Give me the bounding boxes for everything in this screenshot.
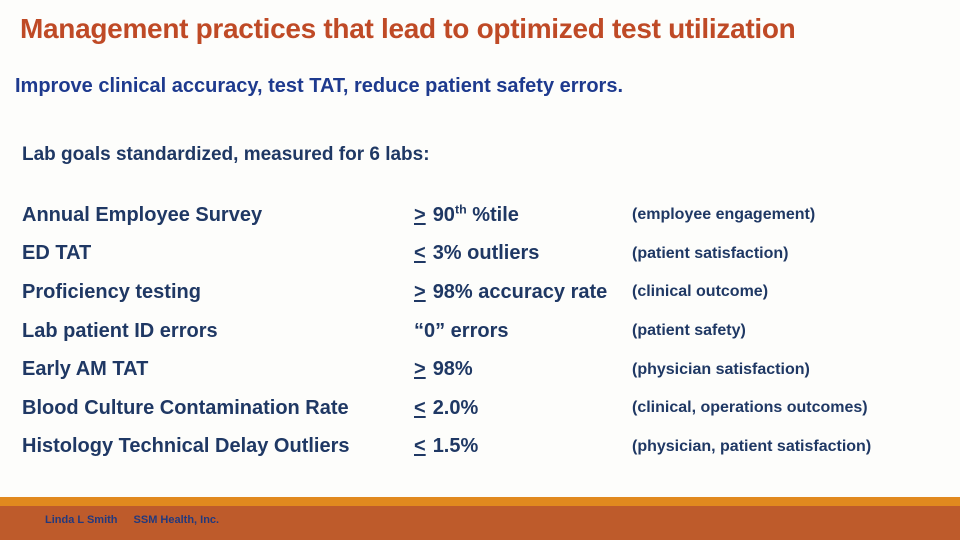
ordinal-suffix: th: [454, 202, 467, 217]
target-value: 98% accuracy rate: [432, 280, 608, 303]
footer-text: Linda L Smith SSM Health, Inc.: [45, 514, 960, 526]
goal-note: (employee engagement): [632, 206, 816, 224]
target-value: 1.5%: [432, 435, 479, 458]
target-value: 90: [432, 203, 455, 226]
slide-subtitle: Improve clinical accuracy, test TAT, red…: [15, 75, 624, 97]
goal-note: (patient safety): [632, 322, 746, 340]
goal-note: (patient satisfaction): [632, 244, 789, 262]
goal-target: >98%: [414, 358, 632, 381]
goal-target: <2.0%: [414, 397, 632, 420]
target-value: 98%: [432, 358, 473, 381]
target-value: 3% outliers: [432, 242, 540, 265]
footer-band: Linda L Smith SSM Health, Inc.: [0, 497, 960, 540]
footer-author: Linda L Smith: [45, 514, 118, 526]
comparator-symbol: <: [414, 242, 426, 265]
goal-target: <1.5%: [414, 435, 632, 458]
comparator-symbol: >: [414, 203, 426, 226]
goal-target: >98% accuracy rate: [414, 281, 632, 304]
goal-label: Blood Culture Contamination Rate: [22, 396, 349, 419]
goal-label: Annual Employee Survey: [22, 203, 263, 226]
goal-label: Lab patient ID errors: [22, 319, 218, 342]
target-value-suffix: %tile: [466, 203, 519, 226]
target-value: 2.0%: [432, 396, 479, 419]
comparator-symbol: <: [414, 435, 426, 458]
goal-target: >90th %tile: [414, 202, 632, 227]
target-value: “0” errors: [414, 319, 509, 342]
comparator-symbol: >: [414, 358, 426, 381]
goal-note: (physician satisfaction): [632, 360, 810, 378]
goal-label: Histology Technical Delay Outliers: [22, 435, 350, 458]
comparator-symbol: >: [414, 280, 426, 303]
goal-target: “0” errors: [414, 320, 632, 343]
goal-target: <3% outliers: [414, 242, 632, 265]
goal-label: Early AM TAT: [22, 358, 149, 381]
slide-title: Management practices that lead to optimi…: [20, 13, 796, 44]
footer-organization: SSM Health, Inc.: [133, 514, 220, 526]
goal-note: (clinical outcome): [632, 283, 769, 301]
goal-label: Proficiency testing: [22, 280, 201, 303]
goal-note: (physician, patient satisfaction): [632, 437, 872, 455]
section-header: Lab goals standardized, measured for 6 l…: [22, 144, 430, 165]
goal-note: (clinical, operations outcomes): [632, 399, 868, 417]
comparator-symbol: <: [414, 396, 426, 419]
goal-label: ED TAT: [22, 242, 92, 265]
goals-table: Annual Employee Survey >90th %tile (employ…: [22, 196, 952, 466]
